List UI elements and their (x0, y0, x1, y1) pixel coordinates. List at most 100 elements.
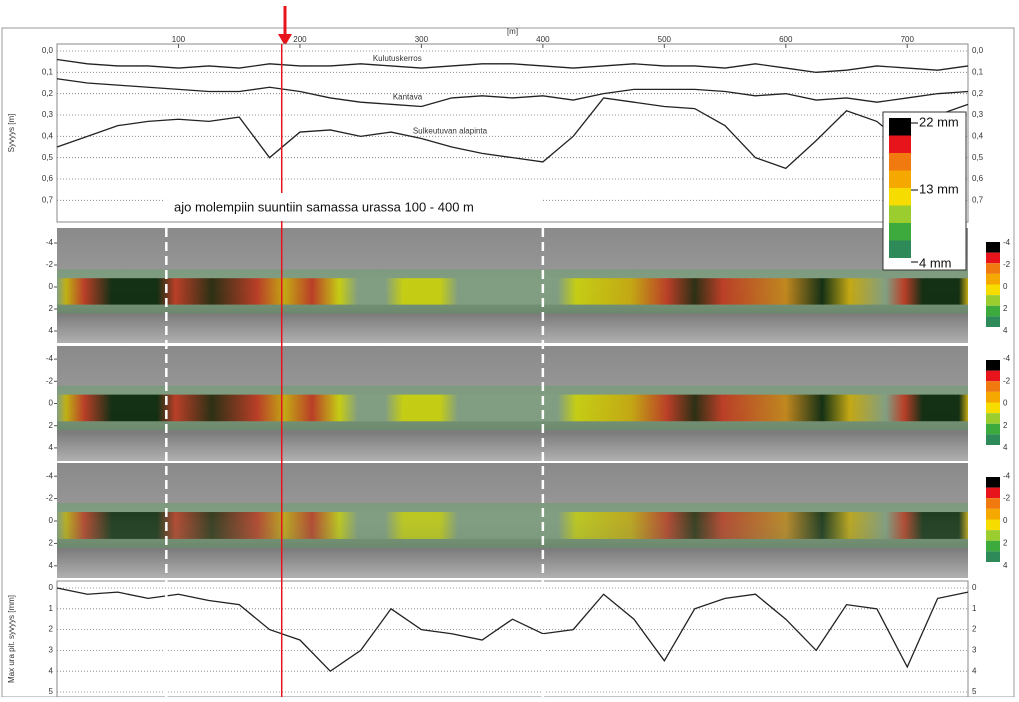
rut-band-edge (57, 269, 968, 314)
y-tick-label: 0 (49, 282, 54, 291)
x-axis-label: [m] (507, 27, 518, 36)
rut-band-fill (57, 512, 968, 539)
y-tick-label: 0,4 (42, 131, 54, 140)
y-tick-label: 4 (49, 326, 54, 335)
y-tick-label-right: 2 (1003, 539, 1008, 548)
y-tick-label-right: 4 (1003, 326, 1008, 335)
colorbar-swatch (986, 540, 1000, 552)
y-tick-label: 3 (49, 646, 54, 655)
x-tick-label: 600 (779, 35, 793, 44)
colorbar-swatch (986, 305, 1000, 317)
colorbar-swatch (986, 477, 1000, 488)
y-tick-label: 0 (49, 516, 54, 525)
series-line (56, 78, 969, 108)
colorbar-swatch (986, 391, 1000, 403)
colorbar-swatch (986, 519, 1000, 531)
rut-band (57, 278, 968, 305)
y-tick-label-right: 0,2 (972, 89, 984, 98)
y-tick-label-right: 0,3 (972, 110, 984, 119)
legend-swatch (889, 205, 911, 223)
colorbar-swatch (986, 434, 1000, 445)
colorbar-swatch (986, 381, 1000, 392)
legend-swatch (889, 118, 911, 136)
legend-swatch (889, 153, 911, 171)
legend-swatch (889, 170, 911, 188)
x-tick-label: 300 (415, 35, 429, 44)
y-tick-label-right: -2 (1003, 376, 1011, 385)
series-line (56, 58, 969, 73)
y-tick-label: -2 (46, 260, 54, 269)
y-tick-label: -4 (46, 354, 54, 363)
y-tick-label: 0,5 (42, 153, 54, 162)
y-tick-label: 0,0 (42, 46, 54, 55)
colorbar-swatch (986, 360, 1000, 371)
y-tick-label-right: 4 (1003, 443, 1008, 452)
rut-band (57, 512, 968, 539)
y-tick-label-right: -4 (1003, 471, 1011, 480)
y-tick-label-right: -4 (1003, 238, 1011, 247)
y-tick-label-right: -2 (1003, 260, 1011, 269)
colorbar-swatch (986, 508, 1000, 520)
x-tick-label: 100 (172, 35, 186, 44)
colorbar-swatch (986, 402, 1000, 414)
y-tick-label-right: 0,1 (972, 67, 984, 76)
x-tick-label: 500 (658, 35, 672, 44)
y-tick-label: -4 (46, 471, 54, 480)
legend-swatch (889, 240, 911, 258)
series-line (56, 97, 969, 170)
x-tick-label: 700 (901, 35, 915, 44)
y-tick-label: 2 (49, 539, 54, 548)
colorbar-swatch (986, 295, 1000, 306)
legend-swatch (889, 223, 911, 241)
colorbar-swatch (986, 530, 1000, 541)
colorbar-swatch (986, 242, 1000, 253)
y-tick-label: 0 (49, 399, 54, 408)
y-tick-label: 0 (49, 583, 54, 592)
y-tick-label-right: 1 (972, 604, 977, 613)
colorbar-swatch (986, 273, 1000, 285)
y-tick-label-right: 0,4 (972, 131, 984, 140)
y-tick-label-right: 5 (972, 687, 977, 696)
rut-band-fill (57, 394, 968, 422)
rut-band-fill (57, 278, 968, 305)
y-tick-label: 0,2 (42, 89, 54, 98)
series-line (56, 587, 969, 673)
rut-band (57, 394, 968, 422)
y-axis-label: Syvyys [m] (7, 114, 16, 153)
x-tick-label: 200 (293, 35, 307, 44)
y-tick-label: 2 (49, 625, 54, 634)
y-tick-label: 4 (49, 666, 54, 675)
y-tick-label: 0,6 (42, 174, 54, 183)
y-axis-label: Max ura pit. syvyys [mm] (7, 595, 16, 683)
arrow-head (278, 34, 292, 46)
y-tick-label-right: 4 (1003, 561, 1008, 570)
y-tick-label: -2 (46, 376, 54, 385)
y-tick-label: 0,7 (42, 195, 54, 204)
y-tick-label: 4 (49, 561, 54, 570)
x-tick-label: 400 (536, 35, 550, 44)
y-tick-label-right: 0 (972, 583, 977, 592)
series-label: Kulutuskerros (373, 54, 422, 63)
y-tick-label-right: 0 (1003, 282, 1008, 291)
legend-swatch (889, 188, 911, 206)
y-tick-label: 2 (49, 304, 54, 313)
y-tick-label: 0,3 (42, 110, 54, 119)
plot-area (56, 580, 969, 698)
colorbar-swatch (986, 498, 1000, 509)
y-tick-label-right: 0,6 (972, 174, 984, 183)
y-tick-label-right: 2 (972, 625, 977, 634)
y-tick-label: 5 (49, 687, 54, 696)
y-tick-label-right: 0,5 (972, 153, 984, 162)
y-tick-label-right: 0,7 (972, 195, 984, 204)
colorbar-swatch (986, 413, 1000, 424)
colorbar-swatch (986, 370, 1000, 382)
y-tick-label: 0,1 (42, 67, 54, 76)
y-tick-label-right: -4 (1003, 354, 1011, 363)
y-tick-label-right: 2 (1003, 421, 1008, 430)
colorbar-swatch (986, 252, 1000, 264)
colorbar-swatch (986, 423, 1000, 435)
y-tick-label: 4 (49, 443, 54, 452)
y-tick-label: -2 (46, 494, 54, 503)
y-tick-label-right: -2 (1003, 494, 1011, 503)
series-label: Kantava (393, 92, 423, 101)
